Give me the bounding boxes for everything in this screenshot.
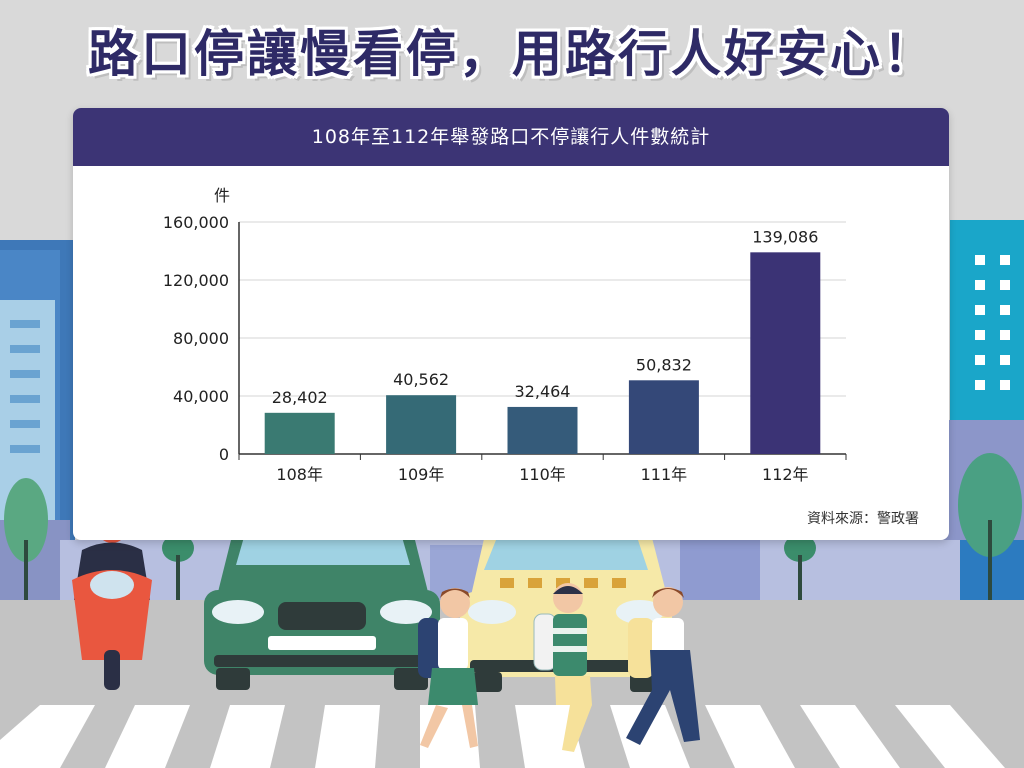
pedestrian-girl-right [626,587,700,745]
y-tick-label: 40,000 [173,387,229,406]
bar-chart: 件 0 40,000 80,000 120,000 160,000 28,402 108年 4… [163,186,847,484]
bar-value-label: 40,562 [393,370,449,389]
y-tick-label: 80,000 [173,329,229,348]
bar-value-label: 28,402 [272,388,328,407]
bar-4 [628,380,699,454]
chart-card: 108年至112年舉發路口不停讓行人件數統計 件 0 40,000 80,000 12… [73,108,949,540]
trees [4,453,1022,600]
y-tick-label: 0 [219,445,229,464]
bar-2 [386,395,457,454]
y-tick-label: 160,000 [163,213,229,232]
bar-1 [264,412,335,454]
left-buildings [0,240,75,600]
x-category-label: 112年 [762,465,809,484]
y-tick-label: 120,000 [163,271,229,290]
page-headline: 路口停讓慢看停，用路行人好安心！ [88,25,936,83]
crosswalk [0,705,1005,768]
bar-3 [507,406,578,454]
pedestrian-boy [533,583,592,752]
bar-value-label: 50,832 [636,355,692,374]
bar-value-label: 32,464 [515,382,571,401]
x-category-label: 110年 [519,465,566,484]
y-axis-unit-label: 件 [214,186,230,205]
bar-5 [750,252,821,454]
pedestrian-girl-left [418,588,478,748]
x-category-label: 111年 [641,465,688,484]
x-category-label: 108年 [276,465,323,484]
scooter-rider [72,513,152,690]
x-category-label: 109年 [398,465,445,484]
data-source: 資料來源：警政署 [807,511,919,527]
chart-title: 108年至112年舉發路口不停讓行人件數統計 [73,108,949,166]
bar-value-label: 139,086 [752,227,818,246]
